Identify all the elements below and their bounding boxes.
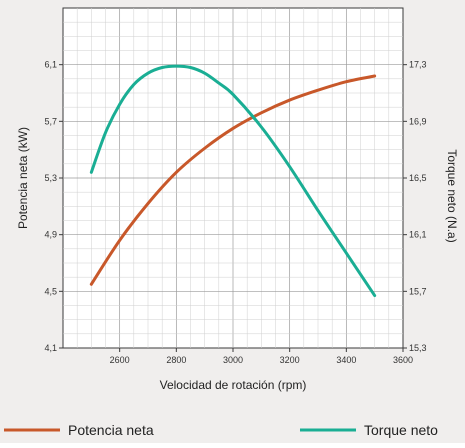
legend: Potencia neta Torque neto: [4, 422, 438, 438]
legend-label-potencia-neta: Potencia neta: [68, 422, 154, 438]
x-tick-label: 2600: [110, 355, 130, 365]
x-tick-label: 3200: [280, 355, 300, 365]
ticks: 2600 2800 3000 3200 3400 3600 4,1 4,5 4,9 5,3 5,7 6…: [44, 60, 426, 365]
legend-label-torque-neto: Torque neto: [364, 422, 438, 438]
y-right-tick-label: 15,7: [409, 286, 427, 296]
x-tick-label: 3400: [336, 355, 356, 365]
y-right-tick-label: 16,9: [409, 116, 427, 126]
x-tick-label: 3000: [223, 355, 243, 365]
series-line-torque-neto: [89, 64, 377, 298]
y-left-tick-label: 4,1: [44, 343, 57, 353]
y-left-tick-label: 4,9: [44, 230, 57, 240]
y-right-tick-label: 15,3: [409, 343, 427, 353]
y-left-tick-label: 6,1: [44, 60, 57, 70]
y-left-tick-label: 5,7: [44, 116, 57, 126]
y-right-tick-label: 16,5: [409, 173, 427, 183]
y-axis-left-title: Potencia neta (kW): [16, 127, 30, 229]
x-tick-label: 2800: [166, 355, 186, 365]
y-axis-right-title: Torque neto (N.a): [445, 149, 459, 242]
series: [89, 64, 377, 298]
y-right-tick-label: 16,1: [409, 230, 427, 240]
grid: [63, 8, 403, 348]
series-line-potencia-neta: [89, 74, 377, 286]
y-left-tick-label: 4,5: [44, 286, 57, 296]
x-tick-label: 3600: [393, 355, 413, 365]
y-left-tick-label: 5,3: [44, 173, 57, 183]
y-right-tick-label: 17,3: [409, 60, 427, 70]
x-axis-title: Velocidad de rotación (rpm): [160, 378, 307, 392]
